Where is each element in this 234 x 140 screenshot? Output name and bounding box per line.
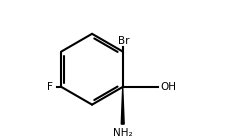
Text: NH₂: NH₂ [113,128,132,138]
Text: OH: OH [161,82,177,92]
Text: Br: Br [118,36,129,46]
Text: F: F [48,82,53,92]
Polygon shape [121,87,124,124]
